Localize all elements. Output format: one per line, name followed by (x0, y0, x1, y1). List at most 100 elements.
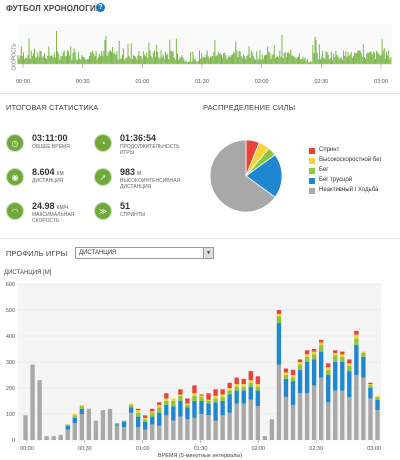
bar-segment (326, 402, 331, 440)
bar-segment (135, 412, 141, 417)
bar-segment (199, 414, 204, 440)
bar-segment (157, 412, 162, 426)
bar-segment (255, 386, 260, 391)
bar-segment (318, 345, 324, 352)
bar-segment (234, 403, 239, 440)
x-tick-label: 01:00 (136, 446, 150, 452)
bar-segment (297, 362, 303, 365)
bar-segment (290, 369, 296, 375)
bar-segment (276, 310, 282, 314)
chevron-down-icon[interactable]: ▼ (203, 248, 213, 258)
speedometer-icon: ◠ (6, 202, 24, 220)
bar-segment (143, 419, 148, 422)
bar-segment (368, 384, 373, 386)
y-axis-label: ДИСТАНЦИЯ [М] (4, 270, 52, 276)
bar-segment (178, 401, 183, 417)
bar-segment (333, 350, 338, 353)
bar-segment (199, 395, 204, 398)
bar-segment (354, 338, 359, 346)
bar-segment (114, 423, 120, 425)
stat-unit: КМ/Ч (56, 205, 69, 211)
bar-segment (347, 365, 352, 372)
bar-segment (135, 427, 141, 440)
bar-segment (326, 375, 331, 403)
stat-label: ВЫСОКОИНТЕНСИВНАЯ ДИСТАНЦИЯ (120, 178, 181, 190)
bar-segment (185, 403, 190, 405)
bar-segment (150, 424, 155, 440)
bar-segment (347, 397, 352, 440)
bar-segment (58, 434, 63, 440)
bar-segment (333, 355, 338, 362)
timeline-tick-label: 01:00 (135, 79, 149, 85)
bar-segment (318, 351, 324, 378)
bar-segment (227, 382, 232, 388)
distance-bar-chart: ДИСТАНЦИЯ [М] 0 100 200 300 400 500 600 00:00 00:… (4, 270, 381, 459)
stat-unit: КМ (56, 171, 64, 177)
bar-segment (227, 412, 232, 440)
bar-segment (290, 375, 296, 378)
speed-timeline[interactable]: 00:00 00:30 01:00 01:30 02:00 02:30 03:00 (0, 14, 400, 94)
divider (0, 238, 400, 239)
bar-segment (255, 384, 260, 387)
bar-segment (157, 402, 162, 405)
timeline-area (18, 24, 392, 64)
stat-value: 8.604 КМ (32, 167, 64, 177)
bar-segment (72, 423, 77, 440)
bar-segment (164, 393, 169, 399)
bar-segment (86, 408, 92, 411)
bar-segment (347, 359, 352, 364)
stat-value: 01:36:54 (120, 133, 157, 143)
bar-segment (290, 377, 296, 382)
bar-segment (297, 359, 303, 362)
bar-segment (157, 404, 162, 408)
bar-segment (283, 378, 289, 398)
bar-segment (283, 397, 289, 440)
sprint-icon: ≫ (94, 202, 112, 220)
bar-segment (143, 415, 148, 418)
bar-segment (72, 415, 77, 418)
bar-segment (220, 394, 225, 398)
bar-segment (178, 395, 183, 401)
help-icon[interactable]: ? (96, 3, 105, 12)
bar-segment (297, 369, 303, 394)
bar-segment (368, 385, 373, 388)
bar-segment (65, 425, 70, 430)
bar-segment (121, 420, 127, 422)
x-tick-label: 00:00 (20, 446, 34, 452)
bar-segment (107, 408, 113, 440)
bar-segment (199, 401, 204, 414)
stat-unit: М (137, 171, 142, 177)
bar-segment (128, 403, 134, 405)
bar-segment (326, 367, 331, 370)
bar-segment (255, 406, 260, 440)
bar-segment (79, 406, 85, 409)
bar-segment (150, 412, 155, 417)
bar-segment (318, 339, 324, 343)
y-tick-label: 0 (12, 438, 15, 444)
timeline-tick-label: 01:30 (195, 79, 209, 85)
bar-segment (185, 407, 190, 420)
bar-segment (297, 393, 303, 440)
bar-segment (290, 381, 296, 405)
bar-segment (121, 427, 127, 440)
bar-segment (361, 351, 366, 353)
bar-segment (354, 330, 359, 335)
bar-segment (135, 410, 141, 413)
bar-segment (157, 407, 162, 413)
metric-select[interactable]: ДИСТАНЦИЯ ▼ (75, 247, 214, 259)
bar-segment (185, 398, 190, 404)
bar-segment (128, 404, 134, 408)
bar-segment (361, 377, 366, 440)
bar-segment (311, 385, 317, 440)
bar-segment (206, 415, 211, 440)
power-distribution-pie (209, 139, 283, 213)
bar-segment (248, 399, 253, 440)
bar-segment (164, 398, 169, 401)
bar-segment (213, 402, 218, 421)
metric-select-value: ДИСТАНЦИЯ (79, 250, 117, 256)
bar-segment (311, 354, 317, 360)
bar-segment (340, 356, 345, 362)
bar-segment (192, 395, 197, 401)
bar-segment (199, 394, 204, 396)
